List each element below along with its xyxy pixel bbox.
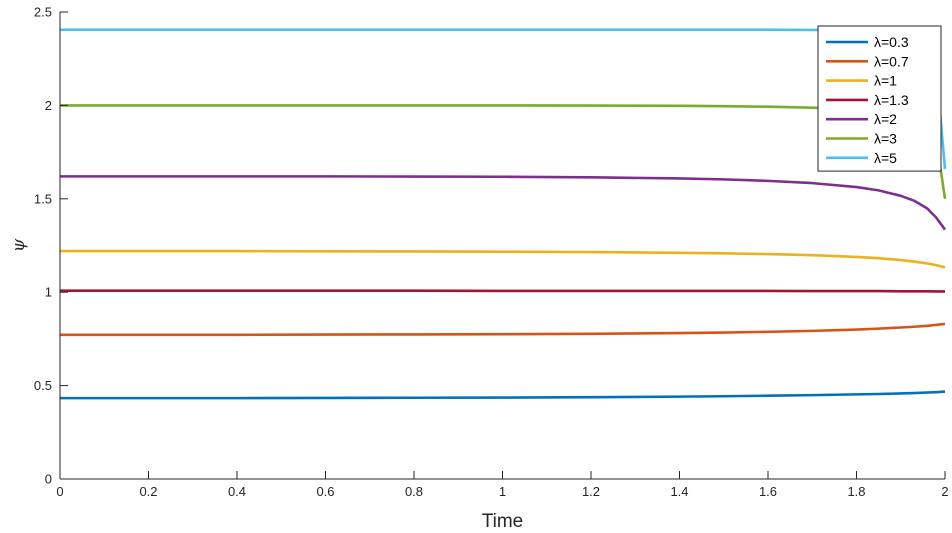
legend-label-6: λ=5: [874, 150, 897, 166]
x-tick-label-7: 1.4: [670, 484, 688, 499]
x-tick-label-5: 1: [499, 484, 506, 499]
y-tick-label-5: 2.5: [34, 5, 52, 20]
legend-label-5: λ=3: [874, 131, 897, 147]
legend-label-4: λ=2: [874, 111, 897, 127]
x-tick-label-10: 2: [941, 484, 948, 499]
x-tick-label-4: 0.8: [405, 484, 423, 499]
legend-box: [817, 25, 942, 172]
legend-label-2: λ=1: [874, 73, 897, 89]
series-line-4: [60, 175, 947, 231]
y-tick-label-0: 0: [45, 472, 52, 487]
series-line-3: [60, 289, 945, 293]
x-tick-label-6: 1.2: [582, 484, 600, 499]
legend-label-3: λ=1.3: [874, 92, 909, 108]
series-line-2: [60, 249, 946, 269]
axes: 0 0.2 0.4 0.6 0.8 1 1.2 1.4 1.6 1.8 2 0 0.5 1 1.5 2 2.5: [34, 5, 949, 500]
y-axis-title: ψ: [9, 238, 29, 252]
x-tick-label-2: 0.4: [228, 484, 246, 499]
y-tick-label-3: 1.5: [34, 191, 52, 206]
series-layer: [60, 28, 947, 400]
y-tick-label-2: 1: [45, 285, 52, 300]
legend: λ=0.3 λ=0.7 λ=1 λ=1.3 λ=2 λ=3 λ=5: [817, 25, 942, 172]
x-tick-label-0: 0: [56, 484, 63, 499]
y-tick-label-1: 0.5: [34, 378, 52, 393]
x-tick-label-3: 0.6: [316, 484, 334, 499]
series-line-0: [60, 390, 946, 400]
plot-area: [60, 12, 945, 479]
series-line-1: [60, 322, 946, 337]
plot-background: [60, 12, 945, 479]
x-tick-label-1: 0.2: [139, 484, 157, 499]
legend-label-1: λ=0.7: [874, 53, 909, 69]
x-tick-label-9: 1.8: [847, 484, 865, 499]
legend-label-0: λ=0.3: [874, 34, 909, 50]
y-tick-label-4: 2: [45, 98, 52, 113]
x-axis-title: Time: [482, 511, 524, 532]
x-tick-label-8: 1.6: [759, 484, 777, 499]
